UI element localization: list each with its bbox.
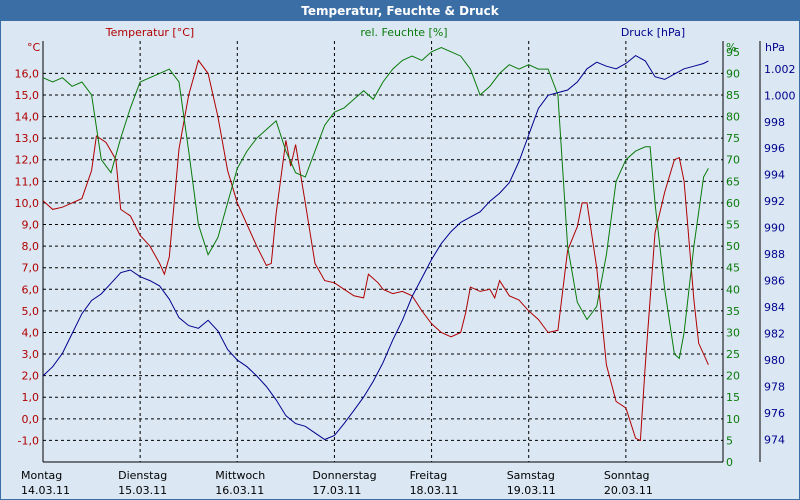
vertical-gridlines	[139, 41, 627, 462]
day-name-label: Donnerstag	[312, 469, 376, 482]
humidity-tick-label: 5	[726, 434, 733, 447]
temperature-tick-label: 8,0	[22, 240, 40, 253]
pressure-tick-label: 978	[764, 381, 785, 394]
series-lines	[42, 46, 709, 442]
temperature-tick-label: 16,0	[15, 67, 40, 80]
pressure-tick-label: 998	[764, 116, 785, 129]
humidity-tick-label: 55	[726, 219, 740, 232]
temperature-tick-label: 10,0	[15, 197, 40, 210]
humidity-tick-label: 30	[726, 326, 740, 339]
temperature-tick-label: 15,0	[15, 89, 40, 102]
pressure-tick-label: 976	[764, 407, 785, 420]
humidity-tick-label: 25	[726, 348, 740, 361]
pressure-tick-label: 988	[764, 248, 785, 261]
humidity-tick-label: 60	[726, 197, 740, 210]
humidity-unit: %	[726, 41, 736, 54]
humidity-tick-label: 35	[726, 305, 740, 318]
temperature-tick-label: 5,0	[22, 305, 40, 318]
humidity-tick-label: 40	[726, 283, 740, 296]
temperature-tick-label: 2,0	[22, 370, 40, 383]
temperature-tick-label: 12,0	[15, 154, 40, 167]
day-date-label: 14.03.11	[21, 484, 70, 497]
humidity-tick-label: 90	[726, 67, 740, 80]
temperature-tick-label: 11,0	[15, 175, 40, 188]
humidity-tick-label: 45	[726, 262, 740, 275]
humidity-tick-label: 75	[726, 132, 740, 145]
humidity-tick-labels: 0 5 10 15 20 25 30 35 40 45 50 55 60 65 70 75 80 85 90 95	[726, 46, 740, 469]
day-tick-labels: Montag 14.03.11 Dienstag 15.03.11 Mittwoch 16…	[21, 469, 653, 497]
pressure-tick-label: 994	[764, 169, 785, 182]
pressure-axis-label: Druck [hPa]	[621, 26, 685, 39]
temperature-tick-label: 4,0	[22, 326, 40, 339]
temperature-tick-labels: -1,0 0,0 1,0 2,0 3,0 4,0 5,0 6,0 7,0 8,0 9,0 10,0 11…	[15, 67, 40, 447]
pressure-tick-label: 986	[764, 275, 785, 288]
pressure-tick-label: 990	[764, 222, 785, 235]
temperature-tick-label: 0,0	[22, 413, 40, 426]
pressure-unit: hPa	[765, 41, 785, 54]
humidity-axis-label: rel. Feuchte [%]	[360, 26, 447, 39]
pressure-tick-label: 1.002	[764, 63, 796, 76]
temperature-tick-label: 1,0	[22, 391, 40, 404]
pressure-tick-label: 974	[764, 433, 785, 446]
temperature-tick-label: 7,0	[22, 262, 40, 275]
day-date-label: 15.03.11	[118, 484, 167, 497]
day-name-label: Samstag	[507, 469, 555, 482]
temperature-tick-label: 6,0	[22, 283, 40, 296]
day-name-label: Dienstag	[118, 469, 167, 482]
temperature-tick-label: 3,0	[22, 348, 40, 361]
day-date-label: 17.03.11	[312, 484, 361, 497]
pressure-tick-label: 980	[764, 354, 785, 367]
temperature-tick-label: 9,0	[22, 219, 40, 232]
window-title: Temperatur, Feuchte & Druck	[1, 1, 799, 21]
day-date-label: 16.03.11	[215, 484, 264, 497]
pressure-tick-label: 1.000	[764, 89, 796, 102]
humidity-tick-label: 0	[726, 456, 733, 469]
pressure-tick-label: 984	[764, 301, 785, 314]
humidity-tick-label: 15	[726, 391, 740, 404]
day-name-label: Freitag	[410, 469, 448, 482]
day-date-label: 18.03.11	[410, 484, 459, 497]
humidity-tick-label: 50	[726, 240, 740, 253]
temperature-tick-label: 14,0	[15, 111, 40, 124]
pressure-tick-label: 982	[764, 328, 785, 341]
day-date-label: 19.03.11	[507, 484, 556, 497]
day-name-label: Montag	[21, 469, 62, 482]
pressure-tick-label: 996	[764, 142, 785, 155]
humidity-series-line	[42, 46, 709, 360]
temperature-series-line	[42, 59, 709, 442]
day-name-label: Mittwoch	[215, 469, 265, 482]
temperature-unit: °C	[27, 41, 41, 54]
humidity-tick-label: 95	[726, 46, 740, 59]
pressure-tick-label: 992	[764, 195, 785, 208]
humidity-tick-label: 70	[726, 154, 740, 167]
humidity-tick-label: 80	[726, 111, 740, 124]
temperature-tick-label: -1,0	[18, 434, 39, 447]
horizontal-gridlines	[43, 72, 723, 441]
temperature-axis-label: Temperatur [°C]	[105, 26, 194, 39]
pressure-series-line	[42, 55, 709, 441]
humidity-tick-label: 20	[726, 370, 740, 383]
humidity-tick-label: 85	[726, 89, 740, 102]
chart-svg: -1,0 0,0 1,0 2,0 3,0 4,0 5,0 6,0 7,0 8,0 9,0 10,0 11…	[15, 26, 796, 497]
humidity-tick-label: 10	[726, 413, 740, 426]
humidity-tick-label: 65	[726, 175, 740, 188]
axes	[42, 41, 761, 463]
temperature-tick-label: 13,0	[15, 132, 40, 145]
pressure-tick-labels: 974 976 978 980 982 984 986 988 990 992 994 996 998 1…	[764, 63, 796, 447]
day-name-label: Sonntag	[604, 469, 650, 482]
day-date-label: 20.03.11	[604, 484, 653, 497]
